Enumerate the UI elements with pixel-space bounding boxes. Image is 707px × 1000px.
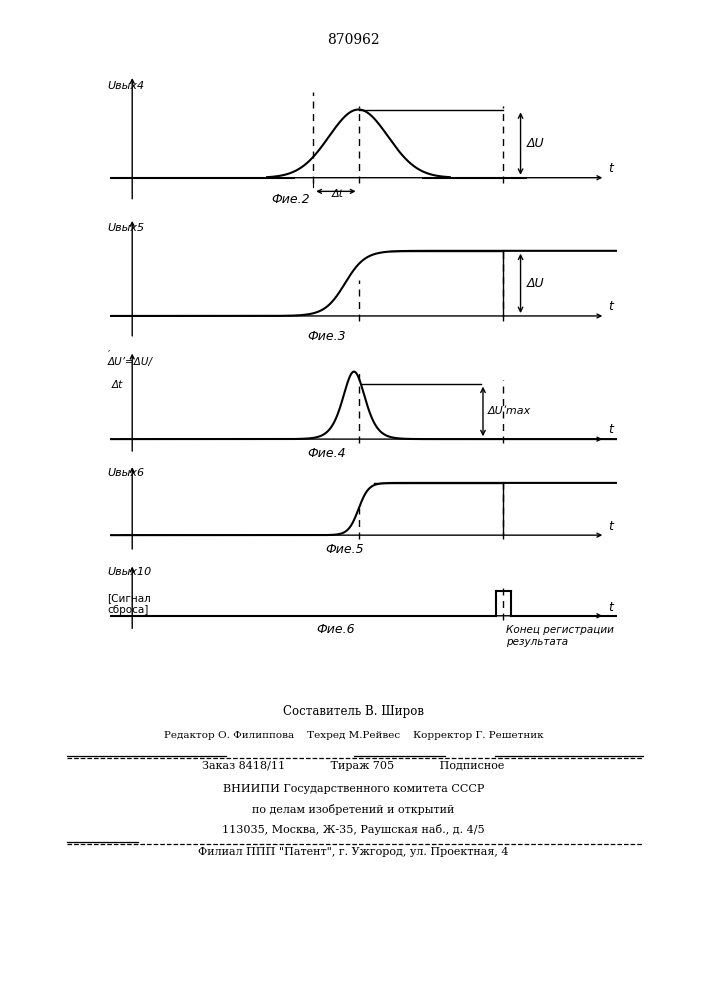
Text: t: t <box>608 520 613 533</box>
Text: t: t <box>608 423 613 436</box>
Text: Редактор О. Филиппова    Техред М.Рейвес    Корректор Г. Решетник: Редактор О. Филиппова Техред М.Рейвес Ко… <box>164 731 543 740</box>
Text: Фие.2: Фие.2 <box>271 193 310 206</box>
Text: t: t <box>608 601 613 614</box>
Text: Составитель В. Широв: Составитель В. Широв <box>283 705 424 718</box>
Text: Uвых5: Uвых5 <box>107 223 144 233</box>
Text: Uвых4: Uвых4 <box>107 81 144 91</box>
Text: [Сигнал: [Сигнал <box>107 593 151 603</box>
Text: Фие.5: Фие.5 <box>326 543 364 556</box>
Text: Δt: Δt <box>112 380 123 390</box>
Text: Фие.3: Фие.3 <box>308 330 346 343</box>
Text: 870962: 870962 <box>327 33 380 47</box>
Text: Uвых10: Uвых10 <box>107 567 151 577</box>
Text: t: t <box>608 162 613 175</box>
Text: сброса]: сброса] <box>107 605 148 615</box>
Text: ΔU: ΔU <box>527 277 544 290</box>
Text: ′: ′ <box>107 350 110 360</box>
Text: ВНИИПИ Государственного комитета СССР: ВНИИПИ Государственного комитета СССР <box>223 784 484 794</box>
Text: Фие.6: Фие.6 <box>317 623 355 636</box>
Text: по делам изобретений и открытий: по делам изобретений и открытий <box>252 804 455 815</box>
Text: Конец регистрации
результата: Конец регистрации результата <box>506 625 614 647</box>
Text: t: t <box>608 300 613 313</box>
Text: Uвых6: Uвых6 <box>107 468 144 478</box>
Text: Δt: Δt <box>332 189 344 199</box>
Text: Фие.4: Фие.4 <box>308 447 346 460</box>
Text: ΔUʹmax: ΔUʹmax <box>488 406 531 416</box>
Text: 113035, Москва, Ж-35, Раушская наб., д. 4/5: 113035, Москва, Ж-35, Раушская наб., д. … <box>222 824 485 835</box>
Text: Заказ 8418/11             Тираж 705             Подписное: Заказ 8418/11 Тираж 705 Подписное <box>202 761 505 771</box>
Text: ΔU: ΔU <box>527 137 544 150</box>
Text: Филиал ППП "Патент", г. Ужгород, ул. Проектная, 4: Филиал ППП "Патент", г. Ужгород, ул. Про… <box>198 847 509 857</box>
Text: ΔU’=ΔU/: ΔU’=ΔU/ <box>107 357 152 367</box>
